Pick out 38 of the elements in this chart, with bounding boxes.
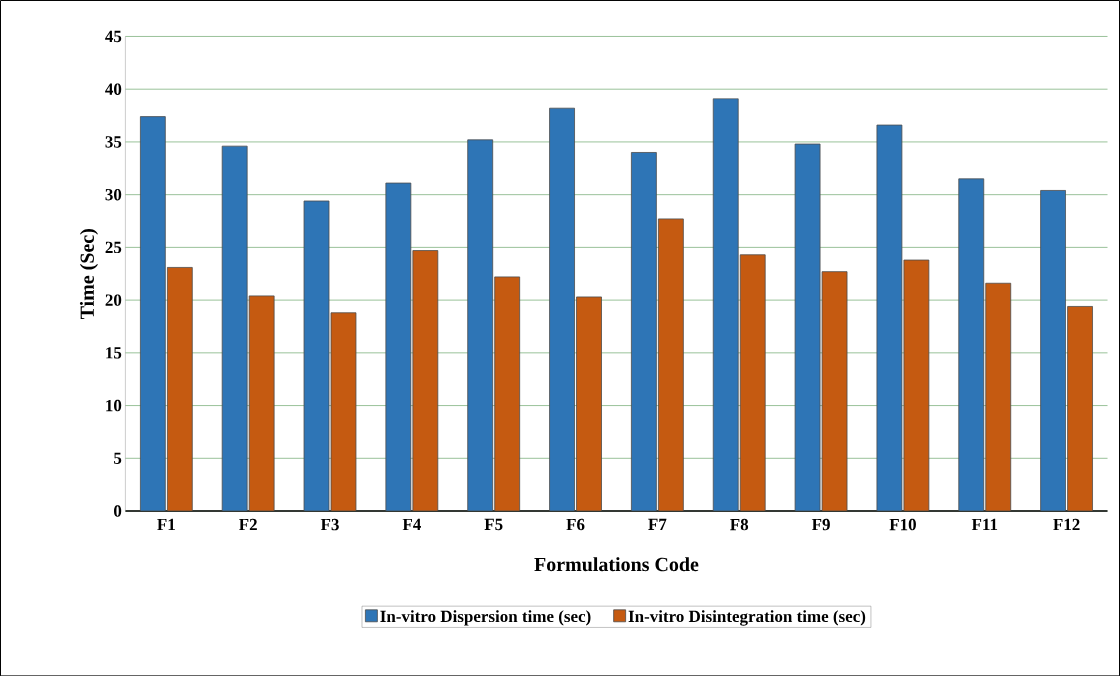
- bar: [330, 312, 357, 511]
- x-axis-title: Formulations Code: [534, 556, 699, 572]
- x-tick-label: F12: [1053, 518, 1080, 530]
- y-tick-label: 40: [105, 83, 122, 95]
- y-tick-label: 10: [106, 399, 122, 412]
- bar: [412, 249, 439, 511]
- legend-label: In-vitro Disintegration time (sec): [628, 609, 866, 626]
- x-tick-label: F3: [320, 518, 339, 531]
- bar: [166, 266, 193, 511]
- bar: [657, 218, 684, 511]
- y-tick-label: 35: [105, 136, 122, 148]
- y-tick-label: 20: [105, 294, 122, 306]
- x-tick-label: F2: [239, 518, 257, 530]
- bar: [985, 282, 1012, 511]
- bar: [1067, 305, 1093, 511]
- y-tick-label: 45: [105, 30, 122, 42]
- x-tick-label: F11: [971, 518, 998, 530]
- x-tick-label: F8: [730, 518, 749, 531]
- bar: [903, 259, 930, 511]
- y-axis-title: Time (Sec): [79, 228, 99, 319]
- x-tick-label: F1: [157, 518, 175, 530]
- x-tick-label: F5: [484, 518, 503, 530]
- bar: [576, 296, 602, 511]
- x-tick-label: F6: [566, 518, 585, 531]
- bar: [494, 276, 521, 511]
- x-tick-label: F4: [402, 518, 421, 530]
- y-tick-label: 15: [106, 346, 122, 359]
- x-tick-label: F7: [648, 518, 667, 530]
- y-tick-label: 5: [114, 452, 122, 464]
- y-tick-label: 30: [105, 188, 122, 201]
- x-tick-label: F9: [811, 518, 830, 531]
- y-tick-label: 25: [105, 241, 122, 253]
- bar: [821, 271, 848, 511]
- x-tick-label: F10: [889, 518, 916, 531]
- legend-label: In-vitro Dispersion time (sec): [380, 609, 591, 626]
- bar: [248, 295, 275, 511]
- bar: [739, 254, 766, 511]
- y-tick-label: 0: [114, 505, 122, 517]
